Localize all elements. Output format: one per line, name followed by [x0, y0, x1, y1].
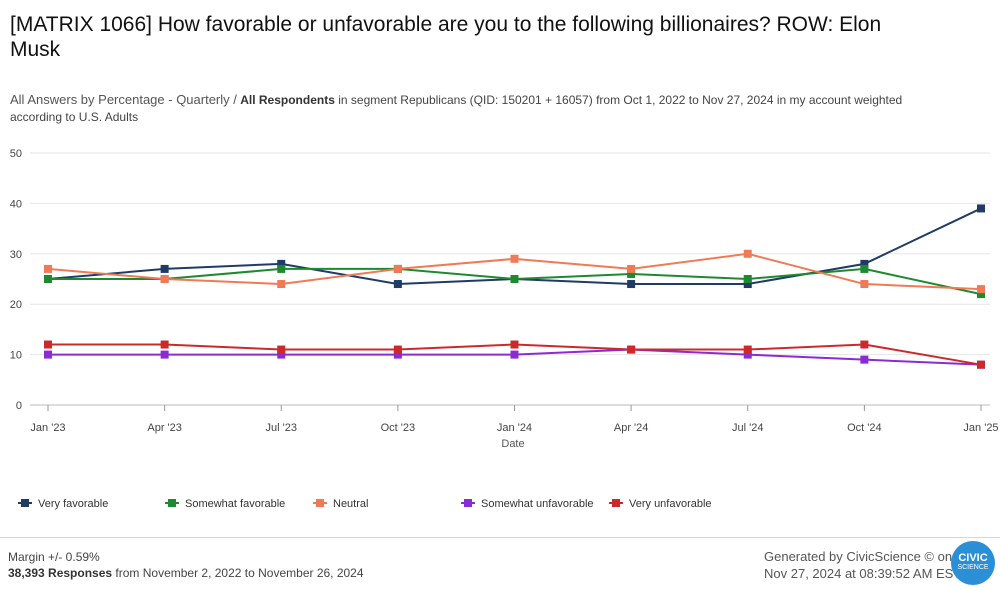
x-tick-label: Apr '24	[614, 422, 649, 434]
line-chart: 0 10 20 30 40 50 Jan '23 Apr '23 Jul '23 Oct '23 J…	[10, 148, 999, 510]
data-point	[393, 264, 402, 273]
data-point	[393, 345, 402, 354]
data-point	[393, 350, 402, 359]
legend-marker	[168, 499, 176, 507]
page-title: [MATRIX 1066] How favorable or unfavorab…	[10, 13, 882, 61]
data-point	[160, 340, 169, 349]
subtitle-details: in segment Republicans (QID: 150201 + 16…	[10, 93, 903, 124]
y-tick-label: 30	[10, 249, 22, 261]
data-point	[44, 264, 52, 273]
data-point	[510, 254, 519, 263]
y-tick-label: 50	[10, 148, 22, 160]
data-point	[160, 264, 169, 273]
x-tick-label: Jan '23	[30, 422, 65, 434]
legend-label: Very unfavorable	[629, 498, 712, 510]
subtitle-segment: All Respondents	[240, 93, 335, 107]
data-point	[977, 290, 985, 299]
chart-subtitle: All Answers by Percentage - Quarterly / …	[10, 91, 910, 126]
data-point	[860, 340, 869, 349]
data-point	[977, 360, 985, 369]
legend-marker	[21, 499, 29, 507]
logo-text-science: SCIENCE	[957, 564, 989, 571]
data-point	[627, 264, 636, 273]
margin-of-error: Margin +/- 0.59%	[8, 550, 100, 564]
data-point	[277, 280, 286, 289]
x-tick-label: Jul '23	[266, 422, 297, 434]
footer-divider	[0, 537, 1000, 538]
data-point	[277, 264, 286, 273]
legend-marker	[464, 499, 472, 507]
data-point	[743, 275, 752, 283]
data-point	[627, 345, 636, 354]
x-tick-label: Jan '25	[963, 422, 998, 434]
data-point	[277, 350, 286, 359]
legend-label: Somewhat favorable	[185, 498, 285, 510]
y-tick-label: 10	[10, 350, 22, 362]
data-point	[743, 345, 752, 354]
data-point	[160, 350, 169, 359]
data-point	[510, 275, 519, 283]
data-point	[860, 259, 869, 268]
x-axis-title: Date	[501, 438, 524, 450]
data-point	[277, 259, 286, 268]
generated-by: Generated by CivicScience © on	[764, 549, 953, 564]
logo-text-civic: CIVIC	[958, 552, 988, 564]
responses-count: 38,393 Responses	[8, 566, 113, 580]
data-point	[510, 350, 519, 359]
legend-marker	[612, 499, 620, 507]
x-tick-label: Oct '23	[381, 422, 416, 434]
series-line	[47, 207, 982, 286]
civicscience-logo[interactable]: CIVIC SCIENCE	[951, 541, 995, 585]
y-tick-label: 20	[10, 299, 22, 311]
x-tick-label: Jul '24	[732, 422, 763, 434]
responses-range: from November 2, 2022 to November 26, 20…	[112, 566, 364, 580]
y-tick-label: 40	[10, 198, 22, 210]
legend-marker	[316, 499, 324, 507]
data-point	[977, 204, 985, 213]
data-point	[44, 340, 52, 349]
data-point	[860, 355, 869, 364]
x-tick-label: Oct '24	[847, 422, 882, 434]
data-point	[44, 350, 52, 359]
y-tick-label: 0	[16, 400, 22, 412]
data-point	[860, 280, 869, 289]
x-tick-label: Apr '23	[147, 422, 182, 434]
footer-stats: Margin +/- 0.59% 38,393 Responses from N…	[8, 549, 364, 581]
legend-label: Very favorable	[38, 498, 108, 510]
data-point	[977, 285, 985, 294]
data-point	[627, 280, 636, 289]
x-tick-label: Jan '24	[497, 422, 532, 434]
data-point	[743, 350, 752, 359]
data-point	[860, 264, 869, 273]
generated-time: Nov 27, 2024 at 08:39:52 AM EST	[764, 566, 962, 581]
data-point	[160, 275, 169, 283]
subtitle-lead: All Answers by Percentage - Quarterly /	[10, 92, 237, 107]
generated-info: Generated by CivicScience © on Nov 27, 2…	[764, 548, 1000, 582]
data-point	[510, 340, 519, 349]
data-point	[277, 345, 286, 354]
data-point	[393, 280, 402, 289]
legend-label: Neutral	[333, 498, 368, 510]
data-point	[44, 275, 52, 283]
data-point	[743, 249, 752, 258]
legend-label: Somewhat unfavorable	[481, 498, 594, 510]
data-point	[627, 269, 636, 278]
data-point	[743, 280, 752, 289]
responses-summary: 38,393 Responses from November 2, 2022 t…	[8, 565, 364, 581]
